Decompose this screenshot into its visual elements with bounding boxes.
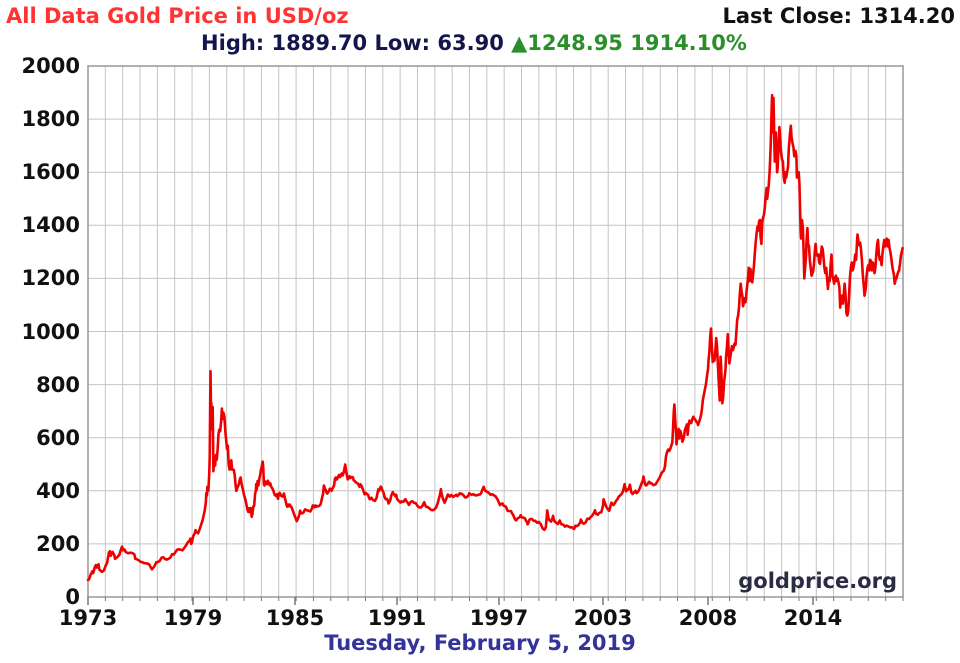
high-low-text: High: 1889.70 Low: 63.90 xyxy=(201,31,512,55)
plot-border xyxy=(87,65,904,598)
x-axis-label: 2014 xyxy=(783,606,843,630)
high-low-change-stats: High: 1889.70 Low: 63.90 ▲1248.95 1914.1… xyxy=(88,31,860,55)
chart-date-label: Tuesday, February 5, 2019 xyxy=(324,631,636,655)
x-axis-label: 1997 xyxy=(469,606,529,630)
y-axis-label: 1600 xyxy=(21,160,80,185)
y-axis-label: 400 xyxy=(36,478,80,503)
y-axis-label: 200 xyxy=(36,531,80,556)
x-axis-label: 2008 xyxy=(678,606,738,630)
change-up-text: ▲1248.95 1914.10% xyxy=(511,31,747,55)
y-axis-label: 1000 xyxy=(21,319,80,344)
goldprice-watermark: goldprice.org xyxy=(738,569,897,593)
x-axis-label: 1973 xyxy=(58,606,118,630)
y-axis-label: 600 xyxy=(36,425,80,450)
y-axis-label: 2000 xyxy=(21,54,80,78)
y-axis-label: 1800 xyxy=(21,107,80,132)
x-axis-label: 1979 xyxy=(163,606,223,630)
chart-title: All Data Gold Price in USD/oz xyxy=(6,4,349,28)
y-axis-label: 800 xyxy=(36,372,80,397)
y-axis-label: 0 xyxy=(65,585,80,609)
x-axis-label: 1985 xyxy=(265,606,325,630)
x-axis-label: 2003 xyxy=(573,606,633,630)
x-axis-label: 1991 xyxy=(367,606,427,630)
y-axis-label: 1200 xyxy=(21,266,80,291)
last-close-value: Last Close: 1314.20 xyxy=(722,4,955,28)
y-axis-label: 1400 xyxy=(21,213,80,238)
gold-price-line xyxy=(86,93,904,582)
